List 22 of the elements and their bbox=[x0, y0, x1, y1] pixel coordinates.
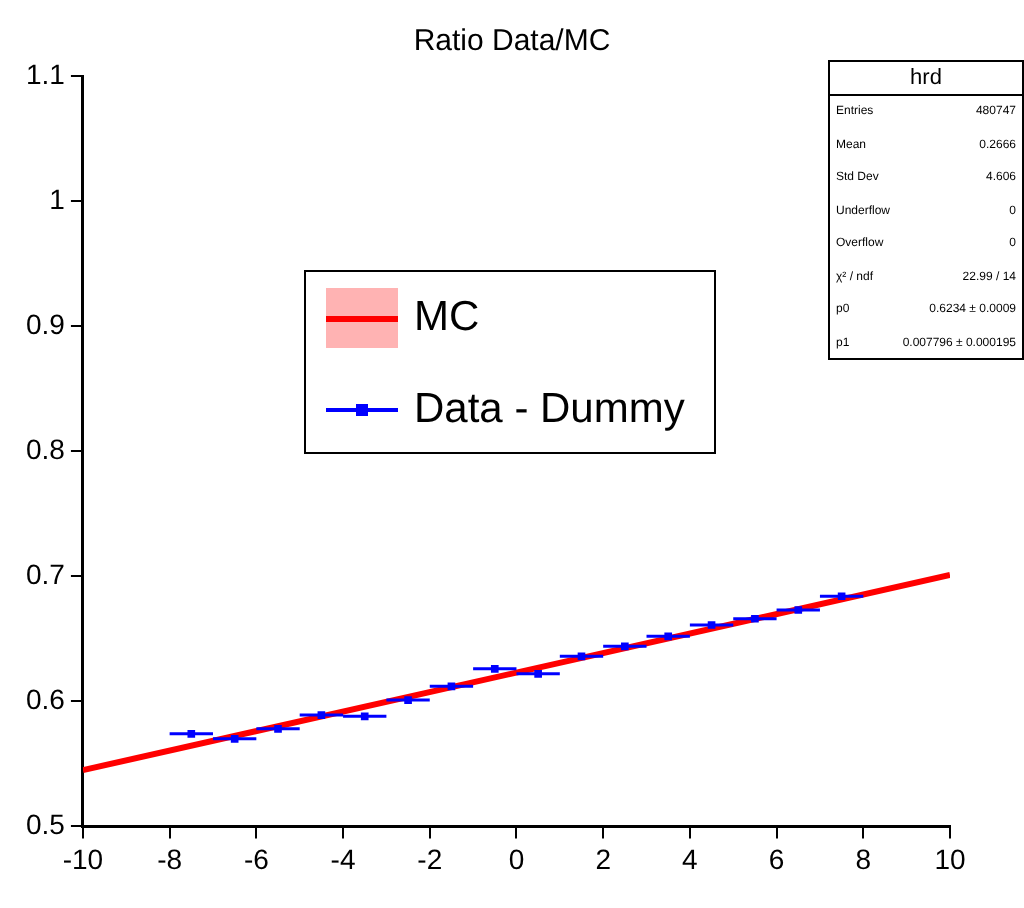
chart-title: Ratio Data/MC bbox=[411, 24, 613, 58]
y-tick-label: 1 bbox=[49, 182, 66, 215]
x-tick-label: -8 bbox=[157, 842, 183, 875]
x-tick-label: -6 bbox=[243, 842, 270, 875]
y-tick-label: 0.9 bbox=[25, 307, 66, 340]
y-tick-label: 0.7 bbox=[25, 557, 66, 590]
legend-label: Data - Dummy bbox=[414, 386, 685, 434]
annotation: hrd bbox=[830, 62, 1022, 96]
x-tick-label: 0 bbox=[508, 842, 525, 875]
x-tick-label: 10 bbox=[934, 842, 966, 875]
x-tick-label: -4 bbox=[330, 842, 356, 875]
x-tick-label: 4 bbox=[682, 842, 699, 875]
x-tick-label: 8 bbox=[855, 842, 872, 875]
y-tick-label: 0.5 bbox=[25, 808, 66, 841]
x-tick-label: -10 bbox=[62, 842, 104, 875]
x-tick-label: -2 bbox=[417, 842, 443, 875]
x-tick-label: 6 bbox=[768, 842, 785, 875]
legend-label: MC bbox=[414, 294, 480, 342]
y-tick-label: 0.8 bbox=[25, 432, 66, 465]
x-tick-label: 2 bbox=[595, 842, 612, 875]
y-tick-label: 1.1 bbox=[25, 57, 66, 90]
y-tick-label: 0.6 bbox=[25, 683, 66, 716]
